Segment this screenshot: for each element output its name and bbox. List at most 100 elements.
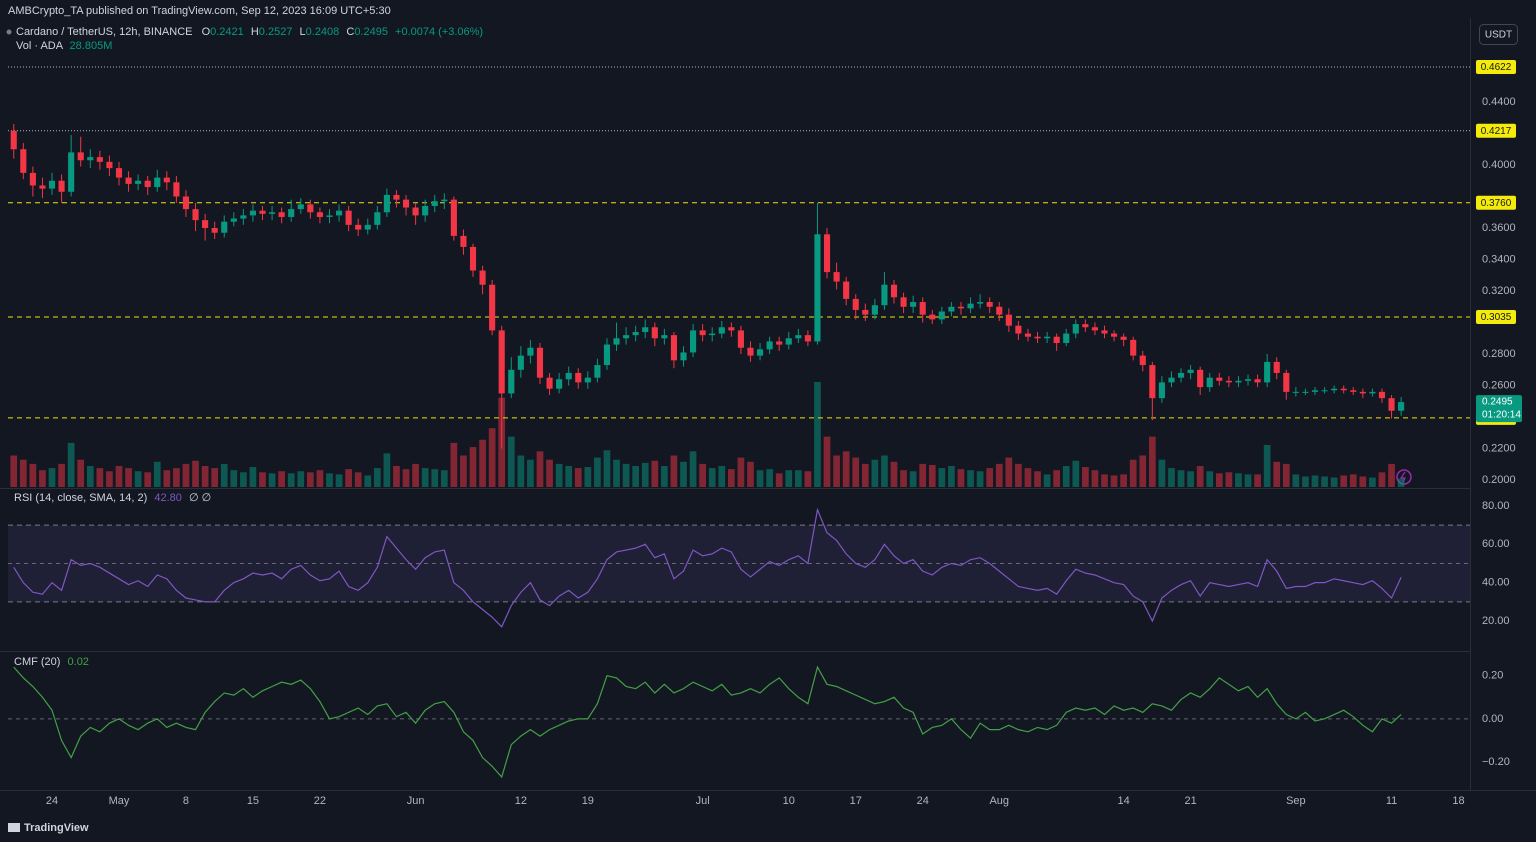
legend-label: L [300,26,306,38]
candle-body [58,180,65,192]
candle-body [1244,379,1252,381]
volume-bar [173,468,180,487]
candle-body [1139,355,1146,366]
volume-bar [594,457,601,487]
volume-bar [546,459,553,487]
candle-body [1149,365,1156,399]
candle-body [996,306,1003,315]
candle-body [1359,391,1366,394]
candle-body [613,338,620,345]
candle-body [240,215,247,219]
candle-body [307,204,314,213]
candle-body [1015,325,1022,334]
volume-bar [603,450,611,487]
currency-label[interactable]: USDT [1485,30,1512,41]
volume-bar [536,451,544,487]
candle-body [890,284,898,298]
volume-bar [1015,463,1022,487]
candle-body [431,201,438,206]
candle-body [68,152,75,192]
volume-bar [938,468,946,487]
volume-bar [1244,474,1252,487]
cmf-value: 0.02 [68,656,89,668]
x-tick-label: 15 [247,795,259,807]
y-tick-label: 0.2800 [1482,348,1516,360]
volume-bar [488,428,496,487]
y-tick-label: 0.20 [1482,670,1503,682]
candle-body [651,327,658,339]
volume-bar [1091,470,1099,487]
candle-body [1187,369,1194,373]
volume-value: 28.805M [70,40,113,52]
candle-body [1130,339,1137,356]
volume-bar [747,461,754,487]
volume-bar [804,471,812,487]
candle-body [297,204,304,210]
candle-body [498,330,505,394]
candle-body [259,210,266,214]
volume-bar [555,463,563,487]
volume-bar [565,466,573,487]
candle-body [211,228,218,233]
volume-bar [316,470,324,487]
candle-body [441,199,448,202]
rsi-value: 42.80 [154,492,182,504]
volume-bar [641,462,649,487]
volume-bar [1024,468,1032,487]
volume-bar [995,463,1003,487]
candle-body [1034,336,1041,339]
volume-bar [440,470,448,487]
candle-body [402,199,410,208]
volume-bar [393,466,400,487]
volume-bar [1225,472,1233,487]
y-tick-label: 0.2000 [1482,474,1516,486]
candle-body [508,369,515,394]
y-tick-label: 0.00 [1482,713,1503,725]
candle-body [1206,377,1213,388]
x-tick-label: 24 [46,795,58,807]
volume-bar [1282,463,1290,487]
volume-bar [259,472,266,487]
symbol-title: Cardano / TetherUS, 12h, BINANCE [16,26,193,38]
currency-button[interactable] [1479,24,1518,45]
volume-bar [1330,477,1338,487]
volume-bar [297,471,305,487]
candle-body [221,221,228,233]
candle-body [374,212,381,225]
candle-body [843,281,850,299]
candle-body [1177,372,1185,378]
candle-body [173,182,180,197]
volume-bar [134,471,142,487]
candle-body [728,327,735,331]
candle-body [776,341,783,345]
candle-body [202,220,209,229]
y-tick-label: 0.4000 [1482,159,1516,171]
level-label: 0.3035 [1481,312,1512,323]
volume-label: Vol · ADA [16,40,64,52]
candle-body [345,210,352,225]
candle-body [1369,391,1376,394]
volume-bar [201,466,209,487]
volume-bar [1340,475,1348,487]
candle-body [814,234,821,342]
level-tag [1476,59,1516,74]
candle-body [230,218,237,222]
candle-body [1331,388,1338,391]
candle-body [412,207,419,216]
candle-body [1111,333,1118,337]
symbol-legend: Cardano / TetherUS, 12h, BINANCE O0.2421… [16,26,483,38]
volume-bar [469,447,477,487]
candle-body [690,330,697,353]
volume-bar [871,459,879,487]
candle-body [48,180,56,189]
volume-bar [756,470,764,487]
volume-bar [948,466,955,487]
candle-body [1053,336,1060,344]
rsi-extra: ∅ ∅ [189,492,211,504]
volume-bar [450,442,458,487]
cmf-legend: CMF (20) 0.02 [14,656,89,668]
x-tick-label: 12 [515,795,527,807]
candle-body [460,235,467,247]
candle-body [642,327,649,332]
candle-body [1254,379,1261,383]
